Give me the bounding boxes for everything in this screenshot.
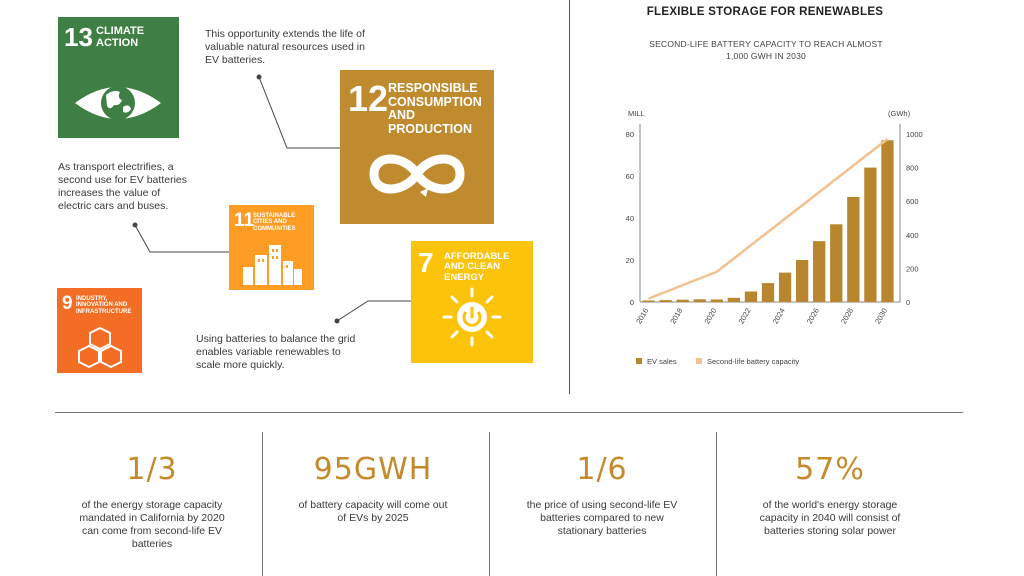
bar-ev-sales <box>676 299 689 302</box>
sdg-number: 13 <box>64 22 93 52</box>
bar-ev-sales <box>847 197 860 302</box>
line-second-life-capacity <box>648 138 889 300</box>
legend-label: EV sales <box>647 357 677 366</box>
bar-ev-sales <box>795 260 809 302</box>
legend-swatch <box>696 358 702 364</box>
stat-value: 57% <box>795 452 865 487</box>
bar-ev-sales <box>744 291 758 302</box>
y-right-tick-label: 800 <box>906 164 919 173</box>
stat-value: 95GWH <box>313 452 433 487</box>
city-buildings-icon <box>243 245 302 285</box>
left-axis-unit: MILL <box>628 109 645 118</box>
note-transport-electrifies: As transport electrifies, a second use f… <box>58 161 187 212</box>
x-tick-label: 2020 <box>702 307 718 326</box>
x-tick-label: 2022 <box>737 307 753 326</box>
bar-ev-sales <box>642 300 655 302</box>
y-left-tick-label: 80 <box>626 130 634 139</box>
y-left-tick-label: 60 <box>626 172 634 181</box>
bar-ev-sales <box>727 297 741 302</box>
sdg-number: 12 <box>348 78 389 119</box>
sdg-tile-climate-action: 13 CLIMATE ACTION <box>58 17 179 138</box>
stat-caption: of battery capacity will come out of EVs… <box>298 499 448 524</box>
y-right-tick-label: 400 <box>906 231 919 240</box>
x-tick-label: 2018 <box>668 307 684 326</box>
chart-title: FLEXIBLE STORAGE FOR RENEWABLES <box>646 6 884 18</box>
bar-ev-sales <box>710 299 723 302</box>
y-left-tick-label: 40 <box>626 214 634 223</box>
stat-divider <box>716 432 717 576</box>
legend-swatch <box>636 358 642 364</box>
y-right-tick-label: 600 <box>906 197 919 206</box>
stat-divider <box>489 432 490 576</box>
note-natural-resources: This opportunity extends the life of val… <box>205 28 365 66</box>
sdg-title: CLIMATE ACTION <box>96 25 145 49</box>
sdg-tile-affordable-clean-energy: 7 AFFORDABLE AND CLEAN ENERGY <box>411 241 533 363</box>
y-right-tick-label: 200 <box>906 264 919 273</box>
bar-ev-sales <box>761 283 775 302</box>
note-grid-balance: Using batteries to balance the grid enab… <box>196 333 356 371</box>
sdg-title: AFFORDABLE AND CLEAN ENERGY <box>444 251 510 283</box>
bar-ev-sales <box>813 241 826 302</box>
bar-ev-sales <box>693 299 706 302</box>
y-left-tick-label: 0 <box>630 298 634 307</box>
right-axis-unit: (GWh) <box>888 109 911 118</box>
y-right-tick-label: 1000 <box>906 130 923 139</box>
sdg-title: RESPONSIBLE CONSUMPTION AND PRODUCTION <box>388 81 482 136</box>
sun-power-icon <box>442 287 502 347</box>
stat-caption: the price of using second-life EV batter… <box>526 499 678 537</box>
sdg-tile-responsible-consumption: 12 RESPONSIBLE CONSUMPTION AND PRODUCTIO… <box>340 70 494 224</box>
stat-caption: of the world's energy storage capacity i… <box>759 499 901 537</box>
y-right-tick-label: 0 <box>906 298 910 307</box>
stat-value: 1/3 <box>126 452 178 487</box>
x-tick-label: 2024 <box>771 307 787 326</box>
x-tick-label: 2028 <box>839 307 855 326</box>
top-vertical-divider <box>569 0 570 394</box>
chart-subtitle: SECOND-LIFE BATTERY CAPACITY TO REACH AL… <box>649 39 883 61</box>
sdg-number: 9 <box>62 293 73 314</box>
sdg-tile-sustainable-cities: 11 SUSTAINABLE CITIES AND COMMUNITIES <box>229 205 314 290</box>
sdg-number: 11 <box>234 210 255 231</box>
x-tick-label: 2030 <box>873 307 889 326</box>
horizontal-divider <box>55 412 963 413</box>
stat-caption: of the energy storage capacity mandated … <box>79 499 225 550</box>
sdg-title: INDUSTRY, INNOVATION AND INFRASTRUCTURE <box>76 296 132 315</box>
x-tick-label: 2026 <box>805 307 821 326</box>
sdg-tile-industry-innovation: 9 INDUSTRY, INNOVATION AND INFRASTRUCTUR… <box>57 288 142 373</box>
sdg-title: SUSTAINABLE CITIES AND COMMUNITIES <box>253 213 296 232</box>
sdg-number: 7 <box>418 247 434 278</box>
bar-ev-sales <box>830 224 843 302</box>
bar-ev-sales <box>659 300 672 302</box>
bar-ev-sales <box>881 140 894 302</box>
eye-earth-icon <box>75 86 161 120</box>
stat-divider <box>262 432 263 576</box>
bar-ev-sales <box>864 167 877 302</box>
cubes-icon <box>78 326 122 368</box>
infinity-loop-icon <box>369 154 465 197</box>
bar-ev-sales <box>778 272 792 302</box>
stat-value: 1/6 <box>576 452 628 487</box>
y-left-tick-label: 20 <box>626 256 634 265</box>
x-tick-label: 2016 <box>634 307 650 326</box>
legend-label: Second-life battery capacity <box>707 357 799 366</box>
